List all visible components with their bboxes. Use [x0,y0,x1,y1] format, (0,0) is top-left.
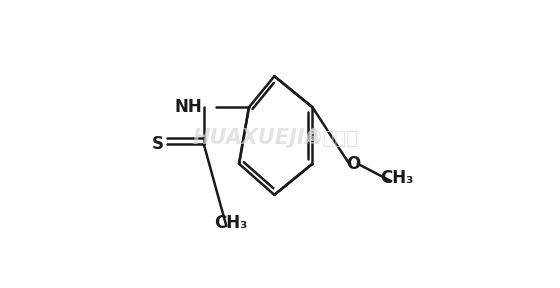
Text: CH₃: CH₃ [214,214,248,232]
Text: HUAXUEJIA: HUAXUEJIA [193,128,322,148]
Text: S: S [152,135,164,153]
Text: NH: NH [175,98,202,116]
Text: CH₃: CH₃ [381,169,414,187]
Text: ®化学加: ®化学加 [304,129,358,148]
Text: O: O [346,155,361,173]
